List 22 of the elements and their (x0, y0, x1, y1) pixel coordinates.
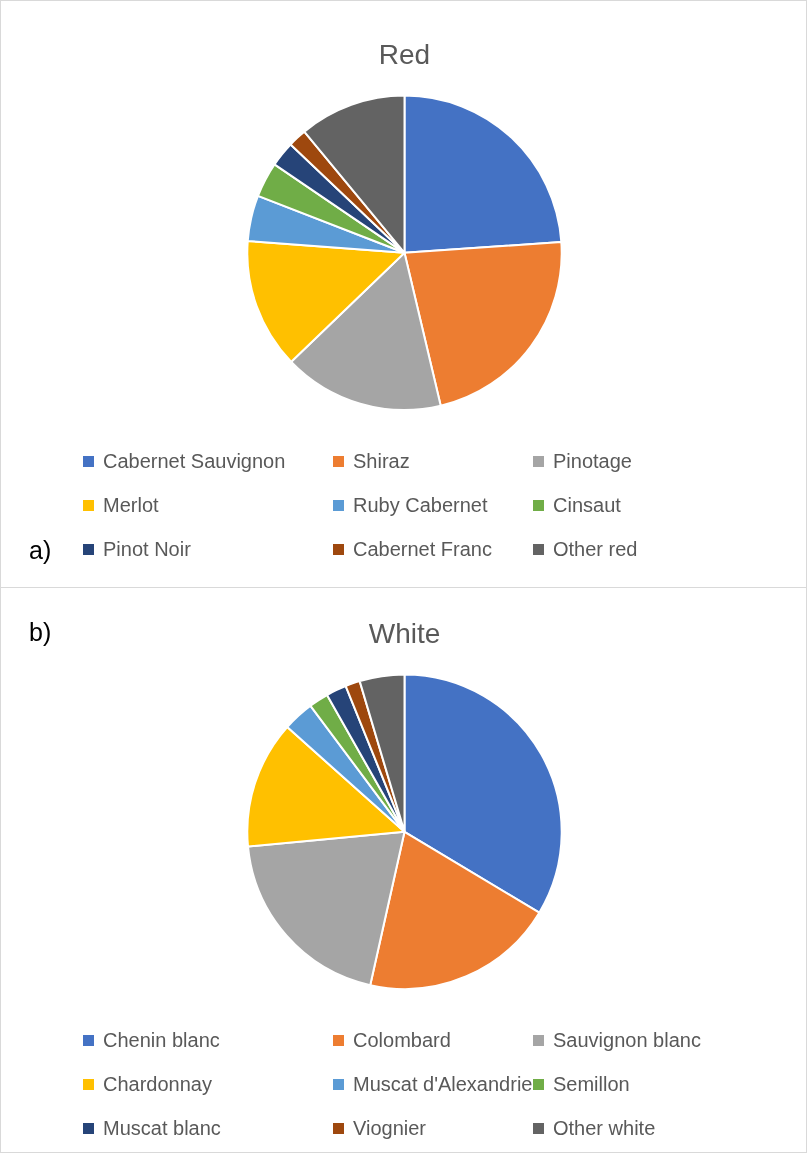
legend-label: Merlot (103, 493, 159, 517)
chart-title: White (368, 617, 441, 649)
legend-label: Chenin blanc (103, 1028, 220, 1052)
legend-label: Cabernet Franc (353, 537, 492, 561)
legend-label: Pinot Noir (103, 537, 191, 561)
legend-label: Muscat d'Alexandrie (353, 1072, 533, 1096)
legend-label: Muscat blanc (103, 1116, 221, 1140)
legend-label: Cinsaut (553, 493, 621, 517)
legend-label: Other white (553, 1116, 656, 1140)
legend-label: Other red (553, 537, 638, 561)
legend-label: Pinotage (553, 449, 632, 473)
legend-label: Semillon (553, 1072, 630, 1096)
text: a) (29, 536, 52, 565)
legend-label: Ruby Cabernet (353, 493, 488, 517)
legend-label: Chardonnay (103, 1072, 212, 1096)
legend-label: Shiraz (353, 449, 410, 473)
legend-label: Viognier (353, 1116, 427, 1140)
legend-label: Colombard (353, 1028, 451, 1052)
legend-label: Sauvignon blanc (553, 1028, 701, 1052)
chart-title: Red (378, 38, 431, 70)
text: b) (29, 618, 52, 647)
legend-label: Cabernet Sauvignon (103, 449, 286, 473)
